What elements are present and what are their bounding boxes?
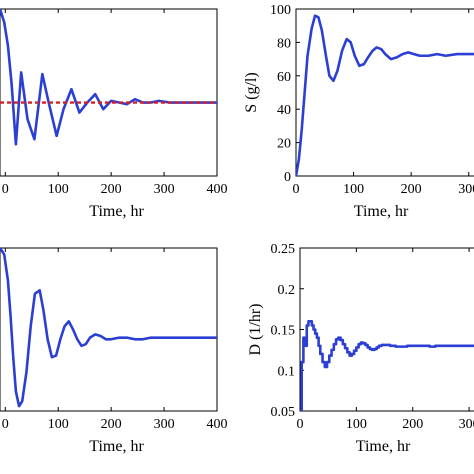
x-tick-label: 0 — [293, 182, 300, 197]
x-tick-label: 100 — [48, 182, 69, 197]
x-tick-label: 100 — [346, 417, 367, 432]
x-axis-label: Time, hr — [356, 438, 411, 455]
axes-frame-bottom-right — [299, 247, 474, 412]
x-tick-label: 200 — [402, 417, 423, 432]
panel-top-left: 0 100 200 300 400 Time, hr — [0, 8, 228, 220]
x-axis-label: Time, hr — [354, 203, 409, 220]
series-line-top-left-0 — [0, 9, 217, 146]
x-tick-label: 200 — [401, 182, 422, 197]
y-axis-label: D (1/hr) — [247, 304, 264, 356]
x-tick-label: 0 — [2, 182, 9, 197]
y-tick-label: 0 — [284, 170, 291, 185]
x-tick-label: 100 — [48, 417, 69, 432]
axes-frame-top-left — [0, 8, 218, 177]
y-tick-label: 0.15 — [271, 324, 296, 339]
panel-bottom-right: 0 100 200 300 0.05 0.1 0.15 0.2 0.25 Time, hr D (1… — [247, 242, 474, 455]
axes-frame-bottom-left — [0, 247, 218, 412]
x-tick-label: 200 — [101, 182, 122, 197]
y-tick-label: 40 — [277, 103, 291, 118]
y-tick-label: 60 — [277, 70, 291, 85]
series-line-bottom-left-0 — [0, 248, 217, 408]
x-tick-label: 300 — [154, 417, 175, 432]
panel-top-right: 0 100 200 300 0 20 40 60 80 100 Time, hr S (g/l) — [243, 3, 474, 220]
y-tick-label: 20 — [277, 137, 291, 152]
x-tick-label: 400 — [207, 182, 228, 197]
series-line-top-right-0 — [296, 14, 474, 176]
y-tick-label: 0.05 — [271, 405, 296, 420]
x-tick-label: 200 — [101, 417, 122, 432]
x-tick-label: 300 — [458, 182, 474, 197]
y-axis-label: S (g/l) — [243, 72, 260, 112]
y-tick-label: 100 — [270, 3, 291, 18]
x-tick-label: 300 — [154, 182, 175, 197]
y-tick-label: 0.25 — [271, 242, 296, 257]
x-tick-label: 0 — [2, 417, 9, 432]
axes-frame-top-right — [295, 8, 474, 177]
y-tick-label: 80 — [277, 36, 291, 51]
x-tick-label: 300 — [459, 417, 474, 432]
x-tick-label: 0 — [297, 417, 304, 432]
x-axis-label: Time, hr — [89, 438, 144, 455]
x-axis-label: Time, hr — [89, 203, 144, 220]
series-line-bottom-right-0 — [300, 320, 474, 411]
x-tick-label: 100 — [343, 182, 364, 197]
panel-bottom-left: 0 100 200 300 400 Time, hr — [0, 247, 228, 455]
y-tick-label: 0.1 — [278, 364, 296, 379]
x-tick-label: 400 — [207, 417, 228, 432]
y-tick-label: 0.2 — [278, 283, 296, 298]
